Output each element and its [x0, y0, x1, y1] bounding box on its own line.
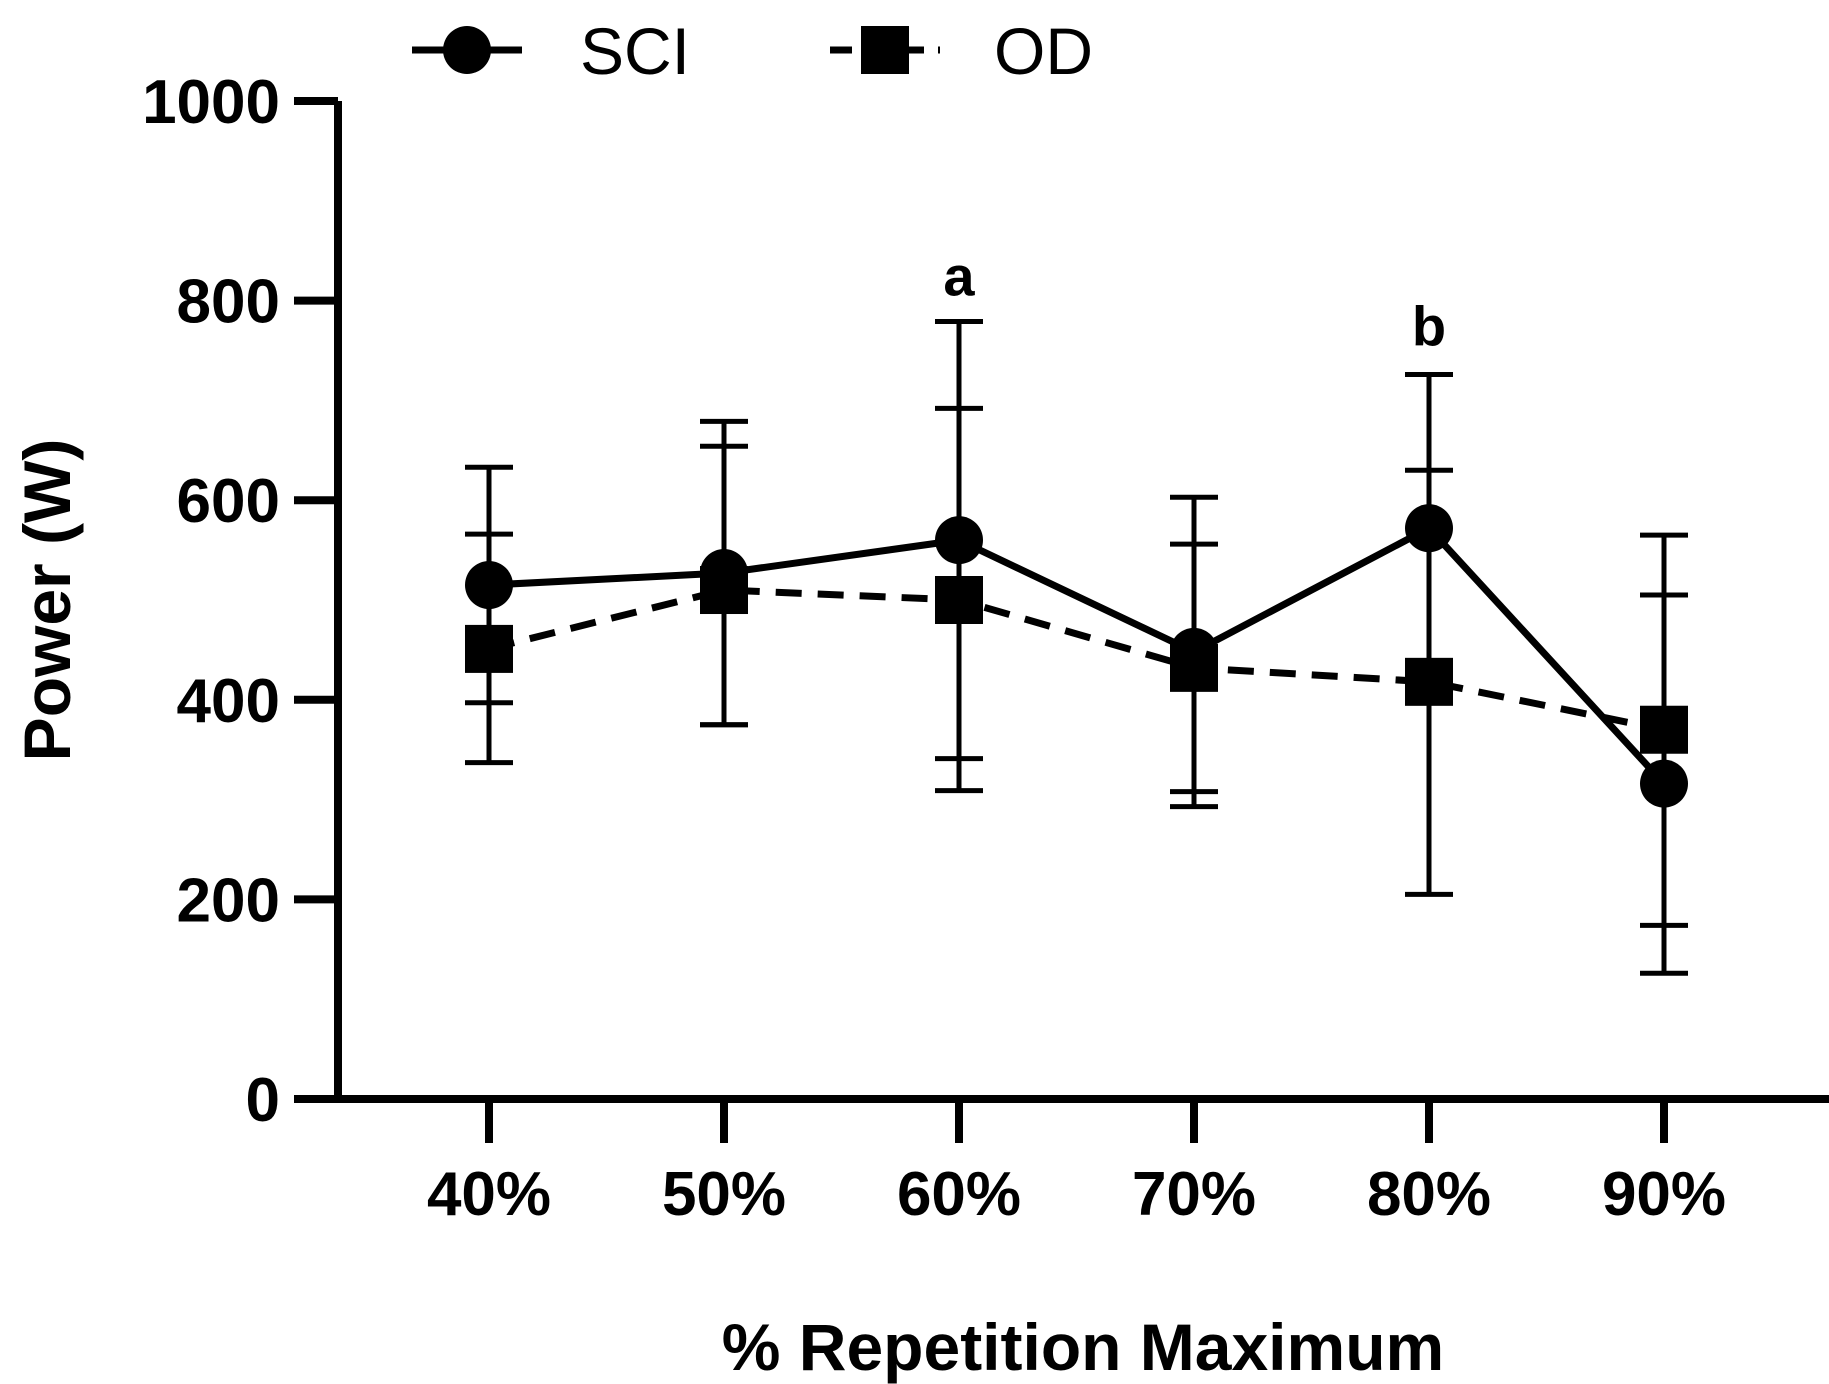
y-tick-label: 0 — [246, 1066, 280, 1135]
data-point-od — [465, 624, 513, 673]
y-tick-label: 400 — [177, 667, 280, 736]
significance-annotation: a — [943, 245, 975, 308]
data-point-sci — [1405, 504, 1453, 553]
x-axis-title: % Repetition Maximum — [722, 1310, 1444, 1384]
data-point-od — [1405, 657, 1453, 706]
x-tick-label: 60% — [897, 1160, 1021, 1229]
significance-annotation: b — [1412, 295, 1446, 358]
axes — [294, 101, 1829, 1103]
data-point-sci — [465, 561, 513, 610]
legend: SCI OD — [412, 14, 1093, 88]
data-point-sci — [700, 549, 748, 598]
legend-sci-label: SCI — [580, 14, 690, 88]
legend-od-marker — [861, 26, 909, 74]
data-point-sci — [1170, 627, 1218, 676]
y-ticks: 0 200 400 600 800 1000 — [142, 68, 338, 1135]
y-tick-label: 200 — [177, 866, 280, 935]
x-tick-label: 40% — [427, 1160, 551, 1229]
x-ticks: 40% 50% 60% 70% 80% 90% — [427, 1099, 1726, 1229]
data-point-sci — [935, 516, 983, 565]
data-point-od — [1640, 705, 1688, 754]
x-tick-label: 70% — [1132, 1160, 1256, 1229]
x-tick-label: 50% — [662, 1160, 786, 1229]
x-tick-label: 80% — [1367, 1160, 1491, 1229]
y-tick-label: 600 — [177, 467, 280, 536]
legend-sci-marker — [443, 26, 491, 74]
y-axis-title: Power (W) — [10, 439, 84, 762]
series-line-sci — [488, 524, 1667, 787]
legend-od-label: OD — [994, 14, 1093, 88]
x-tick-label: 90% — [1602, 1160, 1726, 1229]
annotations: ab — [943, 245, 1446, 358]
y-tick-label: 1000 — [142, 68, 280, 137]
markers — [465, 504, 1688, 808]
series-lines — [488, 524, 1667, 787]
series-line-od — [488, 586, 1665, 734]
y-tick-label: 800 — [177, 268, 280, 337]
data-point-sci — [1640, 759, 1688, 808]
error-bars — [465, 319, 1688, 976]
data-point-od — [935, 576, 983, 624]
